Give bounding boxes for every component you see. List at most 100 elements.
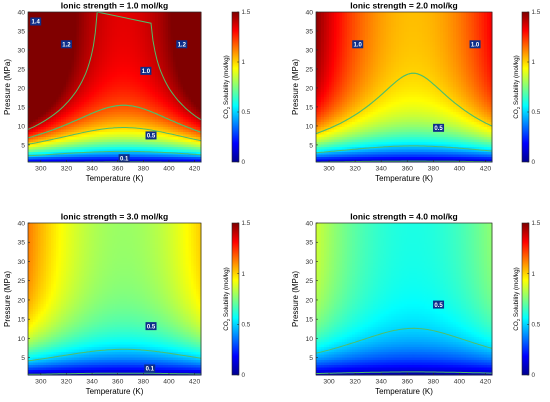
heatmap-cell [89, 149, 93, 153]
heatmap-cell [28, 152, 32, 156]
heatmap-cell [341, 67, 346, 71]
heatmap-cell [96, 157, 100, 161]
heatmap-cell [30, 132, 34, 136]
heatmap-cell [55, 104, 60, 108]
heatmap-cell [33, 97, 37, 101]
heatmap-cell [96, 144, 100, 148]
heatmap-cell [43, 92, 47, 96]
heatmap-cell [180, 139, 184, 143]
heatmap-cell [349, 97, 353, 101]
heatmap-cell [167, 29, 172, 33]
heatmap-cell [61, 117, 65, 121]
heatmap-cell [347, 19, 351, 23]
heatmap-cell [180, 114, 184, 118]
heatmap-cell [142, 154, 146, 158]
heatmap-cell [30, 107, 34, 111]
heatmap-cell [45, 62, 49, 66]
heatmap-cell [81, 154, 85, 158]
heatmap-cell [160, 49, 164, 53]
heatmap-cell [53, 147, 57, 151]
heatmap-cell [142, 94, 146, 98]
heatmap-cell [193, 47, 197, 51]
heatmap-cell [76, 94, 80, 98]
heatmap-cell [139, 92, 144, 96]
heatmap-cell [160, 127, 164, 131]
heatmap-cell [101, 62, 105, 66]
heatmap-cell [127, 52, 131, 56]
heatmap-cell [91, 12, 95, 16]
heatmap-cell [111, 57, 116, 61]
heatmap-cell [167, 19, 172, 23]
heatmap-cell [170, 124, 174, 128]
heatmap-cell [139, 122, 144, 126]
heatmap-cell [185, 154, 189, 158]
heatmap-cell [175, 159, 179, 163]
heatmap-cell [178, 77, 182, 81]
heatmap-cell [188, 67, 192, 71]
heatmap-cell [76, 22, 80, 26]
heatmap-cell [48, 154, 52, 158]
heatmap-cell [45, 87, 49, 91]
heatmap-cell [43, 17, 47, 21]
heatmap-cell [165, 34, 169, 38]
heatmap-cell [173, 67, 177, 71]
heatmap-cell [119, 87, 123, 91]
heatmap-cell [347, 82, 351, 86]
heatmap-cell [178, 67, 182, 71]
heatmap-cell [321, 84, 325, 88]
heatmap-cell [58, 154, 62, 158]
heatmap-cell [68, 159, 72, 163]
heatmap-cell [50, 37, 55, 41]
heatmap-cell [321, 34, 325, 38]
heatmap-cell [83, 34, 88, 38]
heatmap-cell [78, 87, 83, 91]
heatmap-cell [111, 47, 116, 51]
heatmap-cell [68, 139, 72, 143]
heatmap-cell [157, 144, 161, 148]
heatmap-cell [86, 17, 90, 21]
heatmap-cell [127, 34, 131, 38]
heatmap-cell [170, 149, 174, 153]
heatmap-cell [185, 34, 189, 38]
heatmap-cell [339, 152, 343, 156]
heatmap-cell [55, 62, 60, 66]
heatmap-cell [71, 77, 75, 81]
heatmap-cell [96, 12, 100, 16]
heatmap-cell [35, 32, 39, 36]
heatmap-cell [109, 34, 113, 38]
heatmap-cell [53, 39, 57, 43]
heatmap-cell [188, 109, 192, 113]
heatmap-cell [147, 49, 151, 53]
heatmap-cell [339, 54, 343, 58]
heatmap-cell [89, 82, 93, 86]
heatmap-cell [114, 137, 118, 141]
heatmap-cell [35, 42, 39, 46]
heatmap-cell [86, 72, 90, 76]
heatmap-cell [195, 34, 200, 38]
heatmap-cell [339, 107, 343, 111]
heatmap-cell [63, 99, 67, 103]
heatmap-cell [157, 79, 161, 83]
heatmap-cell [185, 54, 189, 58]
heatmap-cell [328, 72, 333, 76]
heatmap-cell [137, 117, 141, 121]
heatmap-cell [145, 97, 149, 101]
heatmap-cell [321, 49, 325, 53]
heatmap-cell [147, 57, 151, 61]
heatmap-cell [323, 104, 327, 108]
heatmap-cell [38, 102, 42, 106]
heatmap-cell [114, 92, 118, 96]
heatmap-cell [326, 117, 330, 121]
heatmap-cell [109, 112, 113, 116]
heatmap-cell [165, 109, 169, 113]
heatmap-cell [137, 17, 141, 21]
heatmap-cell [145, 49, 149, 53]
heatmap-cell [109, 139, 113, 143]
heatmap-cell [124, 77, 128, 81]
heatmap-cell [336, 52, 340, 56]
heatmap-cell [344, 149, 348, 153]
heatmap-cell [129, 157, 133, 161]
heatmap-cell [99, 147, 103, 151]
heatmap-cell [117, 97, 121, 101]
heatmap-cell [109, 114, 113, 118]
